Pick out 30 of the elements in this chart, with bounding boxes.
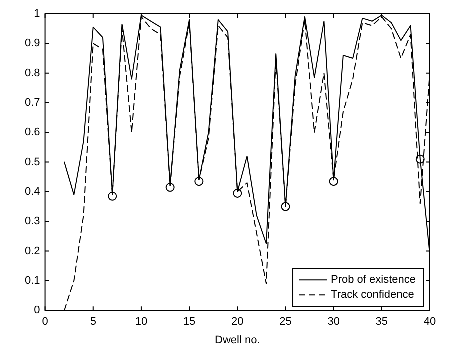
- x-tick-label: 0: [42, 316, 48, 328]
- x-axis-title: Dwell no.: [215, 334, 260, 346]
- legend-label: Prob of existence: [331, 274, 416, 286]
- y-tick-label: 0.5: [24, 156, 40, 168]
- point: [233, 188, 242, 198]
- legend-label: Track confidence: [331, 289, 414, 302]
- y-tick-label: 0.3: [24, 216, 40, 228]
- x-tick-label: 25: [280, 316, 292, 328]
- x-tick-label: 15: [183, 316, 196, 328]
- y-tick-label: 0.8: [24, 67, 40, 80]
- y-tick-label: 0.6: [24, 126, 40, 139]
- y-tick-label: 0.1: [24, 274, 40, 287]
- y-tick-label: 0: [34, 304, 40, 317]
- x-tick-label: 20: [232, 316, 244, 328]
- x-tick-label: 35: [376, 316, 388, 328]
- y-tick-label: 0.2: [24, 245, 40, 258]
- y-tick-label: 0.4: [24, 186, 40, 198]
- x-tick-label: 5: [90, 316, 96, 328]
- y-tick-label: 1: [34, 8, 40, 20]
- point: [194, 177, 204, 186]
- x-tick-label: 40: [424, 316, 436, 328]
- y-tick-label: 0.7: [24, 97, 40, 110]
- point: [416, 154, 425, 164]
- point: [108, 192, 118, 201]
- x-tick-label: 10: [135, 316, 148, 328]
- y-tick-label: 0.9: [24, 38, 40, 50]
- x-tick-label: 30: [328, 316, 340, 328]
- point: [166, 183, 175, 192]
- point: [281, 202, 290, 212]
- point: [329, 177, 338, 186]
